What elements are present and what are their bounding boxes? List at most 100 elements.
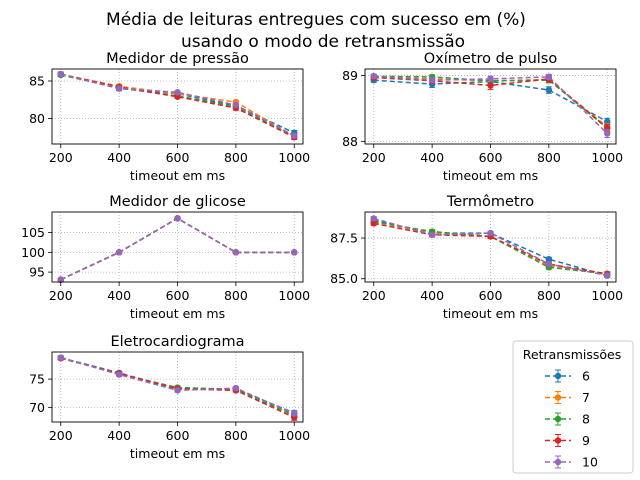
- x-tick-label: 400: [420, 150, 444, 165]
- subplot-title: Eletrocardiograma: [110, 334, 244, 350]
- data-point: [370, 73, 377, 80]
- x-tick-label: 600: [166, 288, 190, 303]
- subplot-title: Oxímetro de pulso: [424, 51, 558, 67]
- legend-label: 6: [582, 369, 590, 384]
- x-tick-label: 1000: [591, 288, 623, 303]
- series-10: [57, 215, 298, 283]
- y-tick-label: 70: [29, 400, 45, 415]
- x-tick-label: 400: [107, 428, 131, 443]
- legend-marker: [554, 372, 562, 380]
- data-point: [291, 132, 298, 139]
- plot-frame: [364, 211, 617, 283]
- y-tick-label: 75: [29, 372, 45, 387]
- x-tick-label: 800: [224, 288, 248, 303]
- legend: Retransmissões 6 7 8 9 10: [512, 340, 634, 474]
- data-point: [370, 220, 377, 227]
- x-tick-label: 200: [49, 150, 73, 165]
- data-point: [604, 130, 611, 137]
- legend-title: Retransmissões: [523, 347, 621, 362]
- subplot-2: 200 400 600 800 1000 88 89 Oxímetro de pulso tim…: [342, 51, 623, 183]
- legend-marker: [554, 458, 562, 466]
- x-tick-label: 200: [362, 150, 386, 165]
- data-point: [487, 82, 494, 89]
- plot-frame: [51, 211, 304, 283]
- x-tick-label: 1000: [591, 150, 623, 165]
- legend-entry-9: 9: [545, 433, 590, 448]
- subplot-3: 200 400 600 800 1000 95 100 105 Medidor de glico…: [21, 194, 310, 321]
- data-point: [115, 85, 123, 92]
- x-tick-label: 400: [420, 288, 444, 303]
- y-tick-label: 85.0: [330, 271, 358, 286]
- y-tick-label: 89: [342, 68, 358, 83]
- data-point: [487, 229, 494, 237]
- data-point: [232, 101, 240, 109]
- subplots-group: 200 400 600 800 1000 80 85 Medidor de pressão ti…: [21, 51, 623, 461]
- data-point: [115, 249, 123, 256]
- legend-entry-6: 6: [545, 369, 590, 384]
- x-axis-label: timeout em ms: [130, 168, 225, 183]
- y-tick-label: 80: [29, 111, 45, 126]
- legend-label: 9: [582, 433, 590, 448]
- legend-entry-8: 8: [545, 412, 590, 427]
- data-point: [428, 231, 436, 238]
- data-point: [487, 75, 494, 83]
- x-tick-label: 1000: [278, 288, 310, 303]
- x-axis-label: timeout em ms: [443, 168, 538, 183]
- y-tick-label: 105: [21, 225, 45, 240]
- legend-frame: [512, 340, 634, 474]
- data-point: [545, 86, 553, 94]
- x-tick-label: 600: [479, 150, 503, 165]
- x-tick-label: 1000: [278, 150, 310, 165]
- data-point: [174, 387, 181, 394]
- data-point: [545, 256, 553, 263]
- data-point: [604, 272, 611, 279]
- x-tick-label: 600: [166, 150, 190, 165]
- legend-label: 8: [582, 412, 590, 427]
- series-line-6: [373, 219, 608, 277]
- subplot-title: Termômetro: [446, 194, 534, 210]
- series-10: [370, 73, 611, 138]
- y-tick-label: 88: [342, 134, 358, 149]
- series-10: [57, 71, 298, 139]
- data-point: [174, 89, 181, 96]
- legend-label: 10: [582, 455, 598, 470]
- legend-marker: [554, 394, 562, 401]
- series-10: [370, 215, 611, 279]
- legend-marker: [554, 437, 562, 444]
- legend-entry-10: 10: [545, 455, 598, 470]
- data-point: [232, 384, 240, 392]
- figure-title-line-2: usando o modo de retransmissão: [181, 32, 465, 52]
- y-tick-label: 95: [29, 265, 45, 280]
- data-point: [291, 249, 298, 256]
- x-tick-label: 600: [479, 288, 503, 303]
- subplot-5: 200 400 600 800 1000 70 75 Eletrocardiograma tim…: [29, 334, 310, 461]
- data-point: [545, 73, 553, 81]
- data-point: [370, 215, 377, 222]
- subplot-title: Medidor de pressão: [106, 51, 249, 67]
- data-point: [57, 354, 64, 361]
- subplot-4: 200 400 600 800 1000 85.0 87.5 Termômetro timeou…: [330, 194, 623, 321]
- series-line-9: [60, 73, 295, 138]
- data-point: [232, 249, 240, 256]
- data-point: [174, 93, 181, 100]
- x-tick-label: 800: [224, 150, 248, 165]
- x-axis-label: timeout em ms: [130, 306, 225, 321]
- series-line-10: [373, 217, 608, 277]
- y-tick-label: 100: [21, 245, 45, 260]
- subplot-1: 200 400 600 800 1000 80 85 Medidor de pressão ti…: [29, 51, 310, 183]
- data-point: [115, 371, 123, 378]
- y-tick-label: 85: [29, 74, 45, 89]
- x-tick-label: 200: [49, 428, 73, 443]
- x-tick-label: 800: [224, 428, 248, 443]
- x-axis-label: timeout em ms: [443, 306, 538, 321]
- data-point: [57, 276, 64, 283]
- figure-title-line-1: Média de leituras entregues com sucesso …: [106, 10, 526, 30]
- series-10: [57, 354, 298, 417]
- data-point: [291, 410, 298, 417]
- subplot-title: Medidor de glicose: [109, 194, 246, 210]
- x-axis-label: timeout em ms: [130, 446, 225, 461]
- legend-marker: [554, 415, 562, 423]
- data-point: [57, 71, 64, 78]
- series-line-10: [60, 73, 295, 137]
